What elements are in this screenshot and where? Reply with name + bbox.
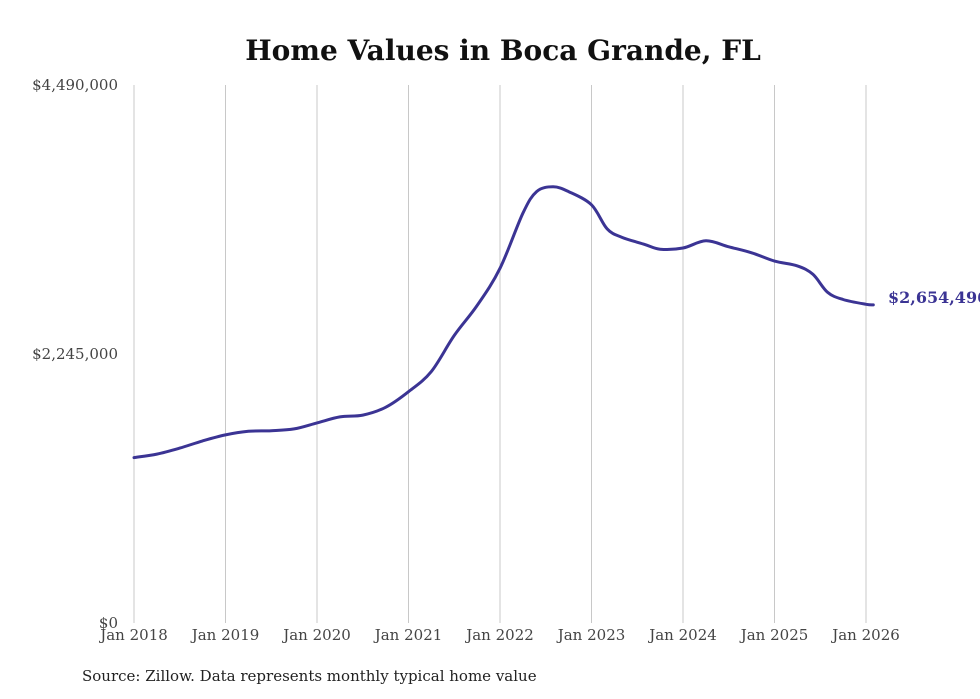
y-axis-ticks: $0 $2,245,000 $4,490,000 — [32, 76, 118, 632]
x-tick-label-2: Jan 2020 — [281, 626, 351, 644]
x-tick-label-0: Jan 2018 — [98, 626, 168, 644]
chart-title: Home Values in Boca Grande, FL — [245, 34, 761, 67]
x-tick-label-6: Jan 2024 — [647, 626, 717, 644]
x-tick-label-1: Jan 2019 — [190, 626, 260, 644]
series-layer — [132, 185, 875, 460]
y-tick-label-1: $2,245,000 — [32, 345, 118, 363]
x-axis-ticks: Jan 2018 Jan 2019 Jan 2020 Jan 2021 Jan 2022… — [98, 626, 900, 644]
source-note: Source: Zillow. Data represents monthly … — [82, 667, 537, 685]
y-tick-label-0: $0 — [99, 614, 118, 632]
x-tick-label-5: Jan 2023 — [556, 626, 626, 644]
x-tick-label-3: Jan 2021 — [373, 626, 443, 644]
last-value-label: $2,654,496 — [888, 288, 980, 307]
x-tick-label-4: Jan 2022 — [464, 626, 534, 644]
grid-lines — [133, 85, 867, 623]
y-tick-label-2: $4,490,000 — [32, 76, 118, 94]
x-tick-label-7: Jan 2025 — [739, 626, 809, 644]
series-line-0 — [132, 185, 875, 460]
x-tick-label-8: Jan 2026 — [830, 626, 900, 644]
